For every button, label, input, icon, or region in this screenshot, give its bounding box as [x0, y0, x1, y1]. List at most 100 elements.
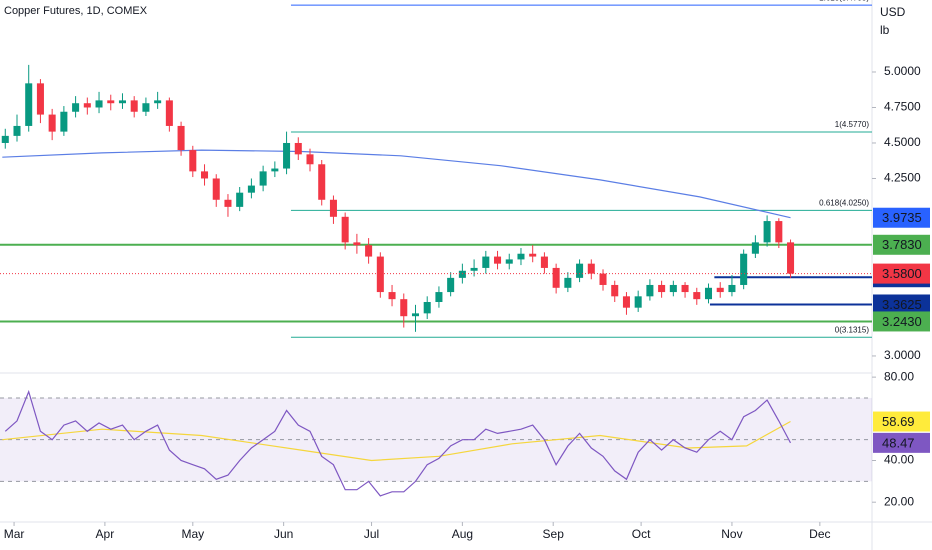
- rsi-axis-label: 48.47: [882, 435, 915, 450]
- level-axis-label: 3.3625: [882, 297, 922, 312]
- candle-body: [306, 154, 314, 165]
- candle-body: [517, 253, 525, 260]
- candle-body: [83, 103, 91, 108]
- candle-body: [540, 256, 548, 268]
- fib-label: 1.618(5.4705): [819, 0, 869, 2]
- x-tick-label: Mar: [4, 527, 25, 541]
- ma-axis-label: 3.9735: [882, 210, 922, 225]
- rsi-pane: [0, 389, 872, 497]
- candle-body: [599, 273, 607, 285]
- x-tick-label: Jul: [364, 527, 379, 541]
- rsi-ma-axis-label: 58.69: [882, 414, 915, 429]
- level-axis-label-bg: [873, 294, 930, 315]
- rsi-tick-label: 40.00: [884, 453, 914, 467]
- rsi-line: [4, 389, 792, 497]
- rsi-ma-line: [2, 420, 791, 462]
- candle-body: [318, 164, 326, 200]
- candle-body: [236, 192, 244, 207]
- candle-body: [763, 221, 771, 243]
- candle-body: [740, 253, 748, 285]
- candle-body: [587, 263, 595, 274]
- candle-body: [611, 284, 619, 297]
- candle-body: [693, 292, 701, 300]
- candle-body: [529, 253, 537, 257]
- fib-label: 1(4.5770): [835, 120, 870, 129]
- candle-body: [552, 267, 560, 288]
- candle-body: [505, 259, 513, 264]
- candle-body: [48, 114, 56, 132]
- candle-body: [329, 199, 337, 217]
- candle-body: [294, 142, 302, 155]
- candle-body: [423, 302, 431, 314]
- candle-body: [283, 142, 291, 169]
- candle-body: [247, 185, 255, 193]
- candle-body: [154, 100, 162, 104]
- candle-body: [130, 100, 138, 112]
- candle-body: [353, 242, 361, 246]
- candle-body: [271, 168, 279, 172]
- candle-body: [107, 100, 115, 104]
- chart-title: Copper Futures, 1D, COMEX: [4, 5, 148, 17]
- candle-body: [482, 256, 490, 268]
- candle-body: [60, 111, 68, 132]
- level-axis-label-bg: [873, 311, 930, 332]
- candle-body: [189, 150, 197, 172]
- x-tick-label: Aug: [452, 527, 473, 541]
- candle-body: [72, 103, 80, 112]
- candle-body: [728, 284, 736, 293]
- y-tick-label: 4.2500: [884, 171, 921, 185]
- fib-label: 0(3.1315): [835, 325, 870, 334]
- candle-body: [142, 103, 150, 112]
- price-pane: 1.618(5.4705) 1(4.5770) 0.618(4.0250) 0(3.1…: [0, 0, 872, 338]
- moving-average-line: [2, 149, 791, 219]
- level-axis-label-bg: [873, 234, 930, 255]
- x-tick-label: Jun: [274, 527, 293, 541]
- x-tick-label: Apr: [96, 527, 115, 541]
- candle-body: [622, 296, 630, 308]
- y-tick-label: 4.5000: [884, 135, 921, 149]
- candle-body: [470, 267, 478, 271]
- price-axis-label-bg: [873, 263, 930, 284]
- candle-body: [681, 284, 689, 293]
- y-tick-label: 3.0000: [884, 348, 921, 362]
- candle-body: [25, 83, 33, 126]
- y-tick-label: 5.0000: [884, 64, 921, 78]
- candle-body: [669, 284, 677, 293]
- candle-body: [341, 216, 349, 243]
- candle-body: [118, 100, 126, 104]
- x-tick-label: May: [181, 527, 204, 541]
- x-tick-label: Nov: [721, 527, 742, 541]
- level-axis-label: 3.2430: [882, 314, 922, 329]
- candle-body: [36, 83, 44, 115]
- candle-body: [576, 263, 584, 278]
- candle-body: [400, 299, 408, 317]
- x-tick-label: Oct: [632, 527, 651, 541]
- rsi-ma-axis-label-bg: [873, 411, 930, 432]
- x-tick-label: Dec: [809, 527, 830, 541]
- candle-body: [458, 270, 466, 278]
- candle-body: [646, 284, 654, 297]
- rsi-tick-label: 80.00: [884, 369, 914, 383]
- ma-axis-label-bg: [873, 207, 930, 228]
- candle-body: [435, 292, 443, 303]
- currency-label: USD: [880, 5, 906, 19]
- unit-label: lb: [880, 23, 890, 37]
- rsi-tick-label: 20.00: [884, 494, 914, 508]
- candle-body: [365, 245, 373, 257]
- candle-body: [165, 100, 173, 126]
- candle-body: [716, 287, 724, 293]
- candle-body: [658, 284, 666, 293]
- candle-body: [447, 277, 455, 293]
- level-axis-label: 3.7830: [882, 237, 922, 252]
- candle-body: [201, 171, 209, 179]
- candle-body: [212, 178, 220, 200]
- candle-body: [411, 313, 420, 317]
- candle-body: [494, 256, 502, 264]
- candle-body: [376, 256, 384, 293]
- candle-body: [634, 296, 642, 308]
- candle-body: [388, 292, 396, 300]
- y-tick-label: 4.7500: [884, 100, 921, 114]
- rsi-axis-label-bg: [873, 432, 930, 453]
